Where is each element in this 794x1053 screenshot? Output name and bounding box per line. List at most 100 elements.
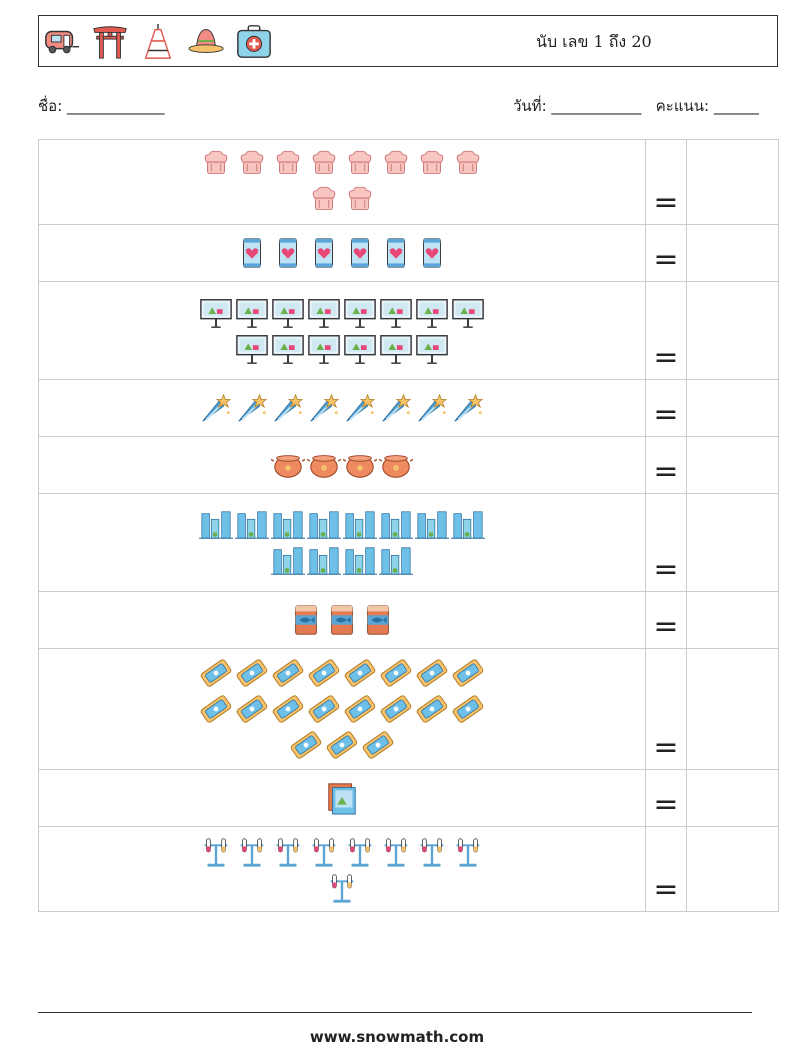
test-tube-rack-icon [275, 837, 301, 867]
photo-frame-icon [328, 783, 356, 815]
ticket-icon [235, 658, 269, 688]
shooting-star-icon [201, 393, 232, 423]
city-buildings-icon [307, 546, 341, 575]
answer-cell[interactable] [686, 379, 779, 437]
items-cell [38, 591, 646, 649]
table-row: = [38, 591, 779, 649]
sombrero-icon [188, 29, 224, 53]
equals-cell: = [645, 769, 687, 827]
ticket-icon [271, 694, 305, 724]
items-cell [38, 436, 646, 494]
ticket-icon [451, 658, 485, 688]
equals-cell: = [645, 436, 687, 494]
love-smartphone-icon [387, 238, 405, 268]
first-aid-kit-icon [237, 25, 271, 58]
ticket-icon [379, 694, 413, 724]
ticket-icon [307, 658, 341, 688]
tokyo-tower-icon [144, 23, 172, 59]
test-tube-rack-icon [329, 873, 355, 903]
answer-cell[interactable] [686, 769, 779, 827]
presentation-board-icon [451, 298, 485, 328]
ticket-icon [271, 658, 305, 688]
test-tube-rack-icon [239, 837, 265, 867]
fish-can-icon [295, 605, 317, 635]
date-score-field[interactable]: วันที่: ____________ คะแนน: ______ [513, 94, 759, 118]
table-row: = [38, 379, 779, 437]
test-tube-rack-icon [419, 837, 445, 867]
shooting-star-icon [453, 393, 484, 423]
table-row: = [38, 493, 779, 592]
answer-cell[interactable] [686, 224, 779, 282]
ticket-icon [415, 694, 449, 724]
items-cell [38, 769, 646, 827]
city-buildings-icon [199, 510, 233, 539]
answer-cell[interactable] [686, 139, 779, 225]
ticket-icon [199, 658, 233, 688]
love-smartphone-icon [243, 238, 261, 268]
date-blank[interactable]: ____________ [551, 97, 642, 115]
chef-hat-icon [312, 150, 336, 174]
worksheet-title: นับ เลข 1 ถึง 20 [536, 32, 652, 51]
fish-can-icon [331, 605, 353, 635]
test-tube-rack-icon [311, 837, 337, 867]
love-smartphone-icon [279, 238, 297, 268]
city-buildings-icon [451, 510, 485, 539]
table-row: = [38, 436, 779, 494]
answer-cell[interactable] [686, 281, 779, 380]
items-cell [38, 281, 646, 380]
love-smartphone-icon [351, 238, 369, 268]
presentation-board-icon [271, 298, 305, 328]
presentation-board-icon [199, 298, 233, 328]
equals-sign: = [653, 340, 679, 375]
table-row: = [38, 281, 779, 380]
chef-hat-icon [420, 150, 444, 174]
items-cell [38, 648, 646, 770]
equals-sign: = [653, 242, 679, 277]
city-buildings-icon [415, 510, 449, 539]
presentation-board-icon [307, 298, 341, 328]
chef-hat-icon [348, 186, 372, 210]
answer-cell[interactable] [686, 436, 779, 494]
answer-cell[interactable] [686, 493, 779, 592]
answer-cell[interactable] [686, 648, 779, 770]
chef-hat-icon [312, 186, 336, 210]
table-row: = [38, 826, 779, 912]
score-label: คะแนน: [655, 97, 710, 115]
table-row: = [38, 769, 779, 827]
city-buildings-icon [271, 546, 305, 575]
score-blank[interactable]: ______ [713, 97, 759, 115]
equals-sign: = [653, 730, 679, 765]
test-tube-rack-icon [455, 837, 481, 867]
presentation-board-icon [415, 298, 449, 328]
presentation-board-icon [271, 334, 305, 364]
name-field[interactable]: ชื่อ: _____________ [38, 94, 165, 118]
presentation-board-icon [307, 334, 341, 364]
shooting-star-icon [417, 393, 448, 423]
answer-cell[interactable] [686, 591, 779, 649]
cooking-pot-icon [379, 454, 413, 478]
ticket-icon [451, 694, 485, 724]
chef-hat-icon [384, 150, 408, 174]
shooting-star-icon [237, 393, 268, 423]
shooting-star-icon [273, 393, 304, 423]
name-blank[interactable]: _____________ [67, 97, 165, 115]
footer-url[interactable]: www.snowmath.com [309, 1028, 485, 1046]
equals-sign: = [653, 552, 679, 587]
fish-can-icon [367, 605, 389, 635]
ticket-icon [343, 658, 377, 688]
equals-cell: = [645, 826, 687, 912]
table-row: = [38, 224, 779, 282]
equals-sign: = [653, 609, 679, 644]
city-buildings-icon [379, 510, 413, 539]
equals-sign: = [653, 872, 679, 907]
answer-cell[interactable] [686, 826, 779, 912]
chef-hat-icon [348, 150, 372, 174]
ticket-icon [343, 694, 377, 724]
worksheet-header: นับ เลข 1 ถึง 20 [38, 15, 778, 67]
header-icons [43, 22, 273, 60]
equals-cell: = [645, 648, 687, 770]
equals-sign: = [653, 397, 679, 432]
cooking-pot-icon [307, 454, 341, 478]
chef-hat-icon [204, 150, 228, 174]
ticket-icon [199, 694, 233, 724]
